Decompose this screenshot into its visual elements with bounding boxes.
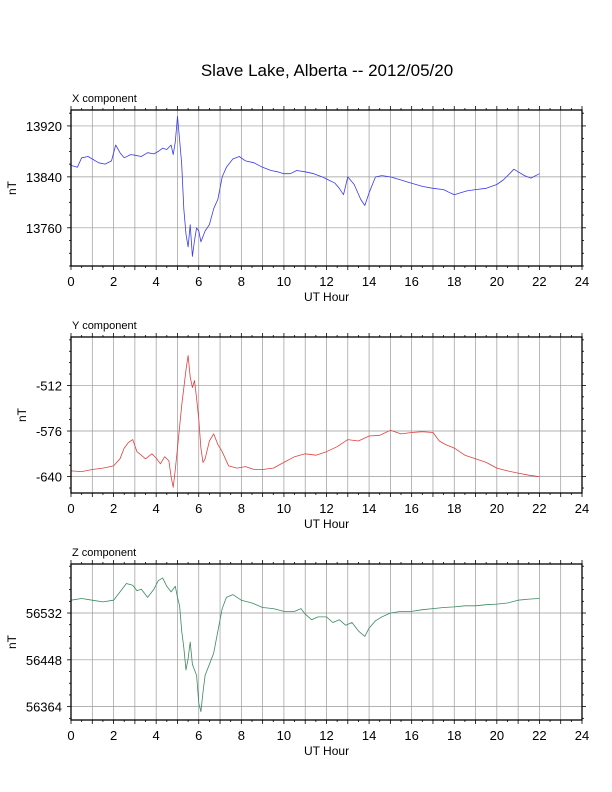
z-component-panel: Z component 0 2 4 6 8 10 12 14 16 18 20 22 245636456… [5,547,589,758]
x-tick-label: 24 [575,501,589,516]
x-tick-label: 10 [277,728,291,743]
x-tick-label: 6 [195,274,202,289]
plot-frame [70,109,583,267]
x-tick-label: 0 [67,274,74,289]
x-tick-label: 18 [447,274,461,289]
x-axis-title: UT Hour [304,744,349,758]
x-tick-label: 8 [238,501,245,516]
grid-lines [71,337,582,493]
x-tick-label: 2 [110,501,117,516]
y-tick-label: -512 [36,378,62,393]
x-tick-label: 10 [277,501,291,516]
x-tick-label: 24 [575,728,589,743]
x-tick-label: 18 [447,501,461,516]
x-tick-label: 18 [447,728,461,743]
series [70,577,540,712]
y-tick-label: 13760 [26,221,62,236]
y-tick-label: -640 [36,470,62,485]
y-tick-label: -576 [36,424,62,439]
x-tick-label: 6 [195,728,202,743]
x-tick-label: 12 [319,501,333,516]
y-tick-label: 56448 [26,653,62,668]
x-tick-label: 20 [490,501,504,516]
x-tick-label: 24 [575,274,589,289]
x-component-panel: X component 0 2 4 6 8 10 12 14 16 18 20 22 241376013… [5,93,589,304]
x-tick-label: 16 [404,274,418,289]
x-tick-label: 16 [404,728,418,743]
x-tick-label: 6 [195,501,202,516]
y-tick-label: 13840 [26,170,62,185]
x-tick-label: 2 [110,274,117,289]
x-tick-label: 12 [319,728,333,743]
x-tick-label: 8 [238,728,245,743]
y-tick-label: 13920 [26,119,62,134]
y-axis-title: nT [5,180,19,195]
x-tick-label: 12 [319,274,333,289]
y-tick-label: 56532 [26,606,62,621]
x-axis-title: UT Hour [304,517,349,531]
x-axis-title: UT Hour [304,290,349,304]
y-component-panel: Y component 0 2 4 6 8 10 12 14 16 18 20 22 24-512-57… [15,320,589,531]
x-tick-label: 20 [490,728,504,743]
x-tick-label: 4 [153,274,160,289]
grid-lines [71,564,582,720]
x-tick-label: 16 [404,501,418,516]
x-tick-label: 22 [532,501,546,516]
x-tick-label: 10 [277,274,291,289]
x-tick-label: 8 [238,274,245,289]
x-tick-label: 0 [67,728,74,743]
x-tick-label: 14 [362,501,376,516]
plot-frame [70,336,583,494]
chart-title: Slave Lake, Alberta -- 2012/05/20 [201,61,453,80]
panel-label: X component [72,93,137,105]
series-line [70,577,540,712]
series-line [70,116,540,257]
x-tick-label: 20 [490,274,504,289]
y-axis-title: nT [5,634,19,649]
panel-label: Y component [72,320,137,332]
x-tick-label: 22 [532,274,546,289]
x-tick-label: 2 [110,728,117,743]
x-tick-label: 14 [362,274,376,289]
axis-ticks: 0 2 4 6 8 10 12 14 16 18 20 22 24-512-576-640 [36,333,589,516]
y-tick-label: 56364 [26,700,62,715]
y-axis-title: nT [15,407,29,422]
panel-label: Z component [72,547,136,559]
series [70,355,540,488]
plot-frame [70,563,583,721]
x-tick-label: 0 [67,501,74,516]
grid-lines [71,110,582,266]
x-tick-label: 22 [532,728,546,743]
series-line [70,355,540,488]
x-tick-label: 4 [153,728,160,743]
series [70,116,540,257]
x-tick-label: 14 [362,728,376,743]
x-tick-label: 4 [153,501,160,516]
